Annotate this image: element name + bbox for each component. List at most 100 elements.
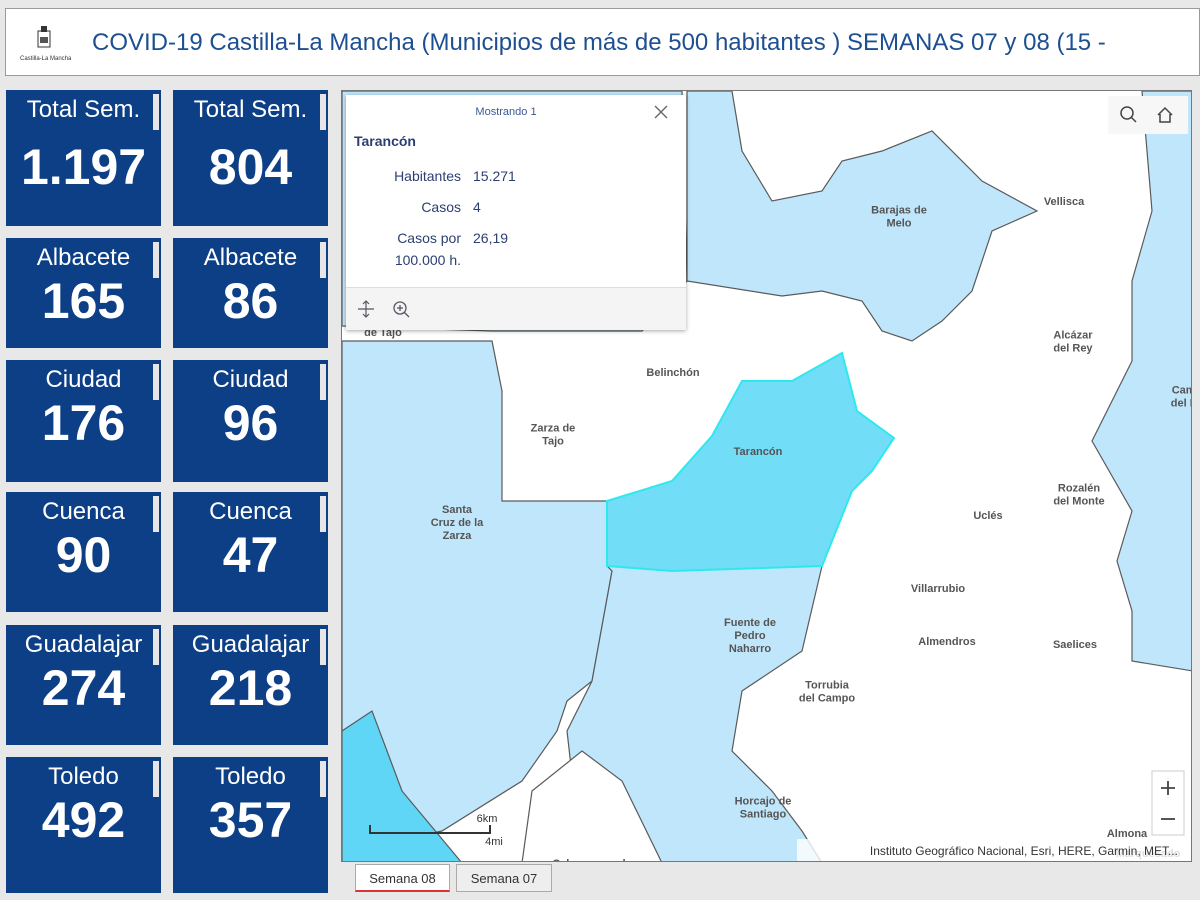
logo-text: Castilla-La Mancha <box>20 56 72 62</box>
card-value: 176 <box>41 395 126 451</box>
region <box>566 565 823 861</box>
place-label: del Campo <box>799 693 856 705</box>
place-label: Alcázar <box>1053 330 1093 342</box>
popup-field: Casos 4 <box>346 196 676 218</box>
field-name: Casos <box>421 199 461 215</box>
card-value: 90 <box>55 527 112 583</box>
field-value: 4 <box>473 199 481 215</box>
card-value: 218 <box>208 660 293 716</box>
place-label: Pedro <box>734 630 765 642</box>
place-label: Zarza <box>443 530 473 542</box>
stat-card: Guadalajar 218 <box>173 625 328 745</box>
card-label: Toledo <box>215 763 286 790</box>
scale-bar <box>369 825 491 834</box>
stat-card: Ciudad 176 <box>6 360 161 482</box>
place-label: de Tajo <box>364 327 402 339</box>
stat-card: Toledo 492 <box>6 757 161 893</box>
logo: Castilla-La Mancha <box>20 25 72 62</box>
card-value: 1.197 <box>20 139 147 195</box>
scroll-thumb <box>320 496 326 532</box>
selected-region[interactable] <box>606 351 896 573</box>
place-label: del Rey <box>1053 343 1093 355</box>
place-label: Barajas de <box>871 205 927 217</box>
card-label: Cuenca <box>42 498 125 525</box>
place-label: Santiago <box>740 809 787 821</box>
field-name: Casos por 100.000 h. <box>394 230 461 268</box>
logo-emblem <box>37 26 51 48</box>
pan-icon[interactable] <box>358 300 374 318</box>
place-label: Torrubia <box>805 680 850 692</box>
scroll-thumb <box>153 364 159 400</box>
popup-title: Tarancón <box>354 133 416 149</box>
place-label: Tajo <box>542 436 564 448</box>
popup-counter: Mostrando 1 <box>475 106 537 118</box>
scroll-thumb <box>320 242 326 278</box>
field-name: Habitantes <box>394 168 461 184</box>
search-icon[interactable] <box>1120 106 1134 120</box>
card-label: Cuenca <box>209 498 292 525</box>
map-tools <box>1108 96 1188 134</box>
scroll-thumb <box>153 629 159 665</box>
card-value: 47 <box>222 527 279 583</box>
popup-footer <box>346 287 686 330</box>
field-value: 15.271 <box>473 168 516 184</box>
place-label: Almona <box>1107 828 1148 840</box>
zoom-to-icon[interactable] <box>393 301 407 315</box>
card-label: Albacete <box>203 244 298 271</box>
card-value: 492 <box>41 792 126 848</box>
search-icon-handle <box>1130 116 1137 123</box>
region <box>342 710 462 861</box>
place-label: Saelices <box>1053 639 1097 651</box>
card-label: Total Sem. <box>193 96 308 123</box>
card-label: Guadalajar <box>24 631 143 658</box>
attribution: Instituto Geográfico Nacional, Esri, HER… <box>870 844 1178 858</box>
stat-card: Albacete 165 <box>6 238 161 348</box>
field-value: 26,19 <box>473 230 509 246</box>
card-label: Total Sem. <box>26 96 141 123</box>
home-icon[interactable] <box>1157 106 1173 123</box>
stat-card: Albacete 86 <box>173 238 328 348</box>
place-label: Tarancón <box>734 446 783 458</box>
zoom-to-icon-detail <box>397 305 410 318</box>
scroll-thumb <box>153 496 159 532</box>
tab-active[interactable]: Semana 08 <box>355 864 450 892</box>
place-label: Almendros <box>918 636 975 648</box>
header-title: COVID-19 Castilla-La Mancha (Municipios … <box>92 29 1106 56</box>
card-value: 165 <box>41 273 126 329</box>
card-value: 274 <box>41 660 126 716</box>
place-label: Zarza de <box>531 423 576 435</box>
tab[interactable]: Semana 07 <box>456 864 552 892</box>
popup: Mostrando 1 Tarancón Habitantes 15.271 Cas… <box>346 95 686 330</box>
card-label: Albacete <box>36 244 131 271</box>
stat-card: Cuenca 90 <box>6 492 161 612</box>
scroll-thumb <box>153 242 159 278</box>
card-value: 96 <box>222 395 279 451</box>
zoom-in[interactable] <box>1161 781 1175 795</box>
scale-mi: 4mi <box>485 836 503 848</box>
place-label: Vellisca <box>1044 196 1085 208</box>
stat-card: Guadalajar 274 <box>6 625 161 745</box>
scroll-thumb <box>320 364 326 400</box>
card-label: Guadalajar <box>191 631 310 658</box>
place-label: Camp <box>1172 385 1192 397</box>
card-value: 86 <box>222 273 279 329</box>
popup-field: Casos por 100.000 h. 26,19 <box>346 227 676 271</box>
card-label: Ciudad <box>212 366 289 393</box>
close-button[interactable] <box>654 105 668 119</box>
attribution-bg <box>797 839 1191 861</box>
place-label: Melo <box>886 218 911 230</box>
stat-card: Ciudad 96 <box>173 360 328 482</box>
place-label: Villarrubio <box>911 583 965 595</box>
region <box>1091 91 1191 672</box>
scroll-thumb <box>153 94 159 130</box>
card-value: 357 <box>208 792 293 848</box>
scroll-thumb <box>153 761 159 797</box>
place-label: Uclés <box>973 510 1002 522</box>
region <box>521 750 662 861</box>
place-label: Fuente de <box>724 617 776 629</box>
place-label: Naharro <box>729 643 771 655</box>
region <box>686 91 1039 342</box>
place-label: Santa <box>442 504 473 516</box>
stat-card: Total Sem. 1.197 <box>6 90 161 226</box>
